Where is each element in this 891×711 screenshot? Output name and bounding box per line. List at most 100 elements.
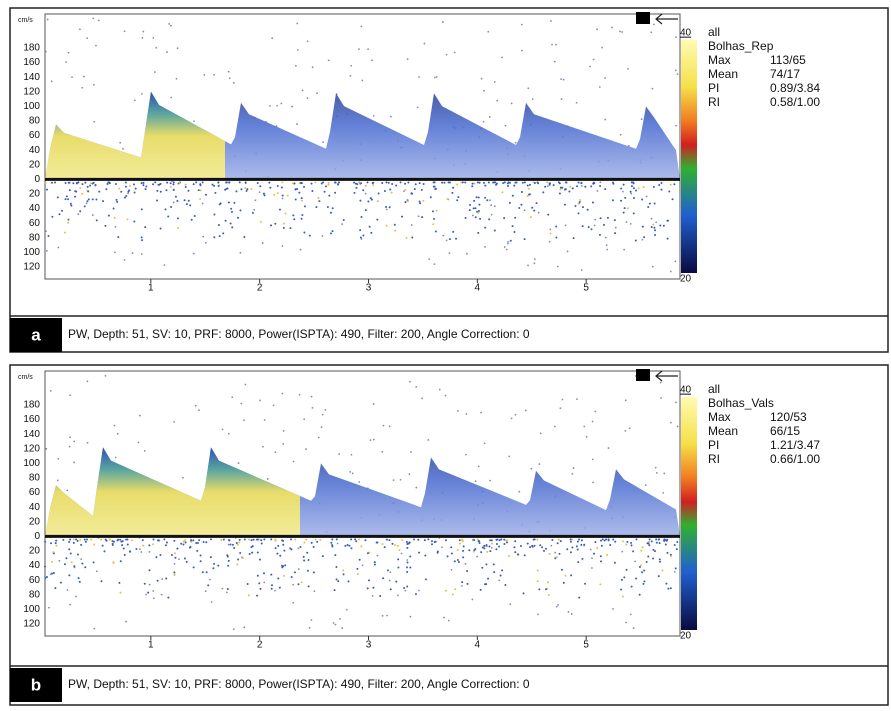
reverse-dot bbox=[70, 561, 73, 564]
noise-dot bbox=[557, 604, 559, 606]
reverse-dot bbox=[563, 203, 566, 206]
reverse-dot bbox=[379, 595, 382, 598]
panel-label: b bbox=[31, 675, 41, 694]
reverse-dot bbox=[666, 219, 669, 222]
reverse-dot bbox=[69, 552, 72, 555]
reverse-dot bbox=[669, 553, 672, 556]
reverse-dot bbox=[366, 552, 369, 555]
reverse-dot bbox=[419, 202, 422, 205]
reverse-dot bbox=[397, 544, 400, 547]
reverse-dot bbox=[303, 231, 306, 234]
noise-dot bbox=[269, 104, 271, 107]
reverse-dot bbox=[243, 538, 246, 541]
noise-dot bbox=[674, 69, 677, 72]
noise-dot bbox=[503, 246, 506, 248]
reverse-dot bbox=[251, 551, 254, 554]
noise-dot bbox=[86, 380, 89, 383]
reverse-dot bbox=[116, 200, 119, 203]
reverse-dot bbox=[364, 539, 367, 542]
reverse-dot bbox=[466, 582, 469, 585]
reverse-dot bbox=[303, 205, 306, 208]
reverse-dot bbox=[484, 226, 487, 229]
reverse-dot bbox=[444, 589, 447, 592]
noise-dot bbox=[73, 461, 76, 464]
reverse-dot bbox=[95, 219, 98, 222]
noise-dot bbox=[453, 51, 456, 54]
reverse-dot bbox=[148, 569, 151, 572]
noise-dot bbox=[533, 258, 536, 261]
reverse-dot bbox=[227, 564, 230, 567]
noise-dot bbox=[660, 396, 662, 399]
noise-dot bbox=[305, 448, 307, 450]
noise-dot bbox=[228, 77, 231, 80]
reverse-dot bbox=[319, 538, 322, 541]
reverse-dot bbox=[514, 216, 517, 219]
reverse-dot bbox=[128, 184, 131, 187]
reverse-dot bbox=[256, 551, 259, 554]
reverse-dot bbox=[409, 566, 412, 569]
reverse-dot bbox=[355, 540, 358, 543]
reverse-dot bbox=[164, 544, 167, 547]
reverse-dot bbox=[446, 555, 449, 558]
noise-dot bbox=[303, 418, 306, 421]
reverse-dot bbox=[473, 182, 476, 185]
noise-dot bbox=[477, 465, 480, 468]
reverse-dot bbox=[372, 183, 375, 186]
noise-dot bbox=[669, 270, 672, 273]
reverse-dot bbox=[84, 566, 87, 569]
noise-dot bbox=[604, 118, 607, 121]
reverse-dot bbox=[280, 186, 283, 189]
reverse-dot bbox=[596, 547, 599, 550]
info-name: Bolhas_Rep bbox=[708, 39, 774, 53]
reverse-dot bbox=[256, 182, 259, 185]
noise-dot bbox=[381, 450, 384, 453]
reverse-dot bbox=[192, 183, 195, 186]
x-tick-label: 2 bbox=[257, 640, 263, 651]
reverse-dot bbox=[508, 181, 511, 184]
reverse-dot bbox=[50, 542, 53, 545]
reverse-dot bbox=[427, 538, 430, 541]
reverse-dot bbox=[205, 571, 208, 574]
noise-dot bbox=[604, 236, 607, 239]
noise-dot bbox=[181, 476, 184, 479]
noise-dot bbox=[601, 46, 604, 49]
noise-dot bbox=[271, 37, 274, 40]
noise-dot bbox=[310, 395, 313, 398]
reverse-dot bbox=[236, 543, 239, 546]
noise-dot bbox=[441, 21, 444, 23]
noise-dot bbox=[488, 116, 491, 118]
reverse-dot bbox=[514, 551, 517, 554]
reverse-dot bbox=[468, 549, 471, 552]
reverse-dot bbox=[44, 181, 47, 184]
reverse-dot bbox=[673, 183, 676, 186]
reverse-dot bbox=[481, 546, 484, 549]
reverse-dot bbox=[388, 539, 391, 542]
reverse-dot bbox=[239, 551, 242, 554]
reverse-dot bbox=[630, 185, 633, 188]
reverse-dot bbox=[600, 544, 603, 547]
reverse-dot bbox=[299, 181, 302, 184]
noise-dot bbox=[493, 81, 496, 83]
reverse-dot bbox=[362, 189, 365, 192]
reverse-dot bbox=[184, 541, 187, 544]
reverse-dot bbox=[173, 552, 176, 555]
noise-dot bbox=[114, 251, 116, 254]
y-tick-label: 100 bbox=[23, 101, 40, 112]
reverse-dot bbox=[531, 545, 534, 548]
noise-dot bbox=[621, 190, 624, 193]
noise-dot bbox=[46, 18, 49, 21]
noise-dot bbox=[406, 58, 409, 61]
reverse-dot bbox=[495, 182, 498, 185]
info-key: RI bbox=[708, 452, 720, 466]
reverse-dot bbox=[451, 191, 454, 194]
reverse-dot bbox=[611, 199, 614, 202]
reverse-dot bbox=[164, 208, 167, 211]
y-tick-label: 40 bbox=[29, 145, 41, 156]
noise-dot bbox=[201, 202, 204, 205]
reverse-dot bbox=[308, 234, 311, 237]
noise-dot bbox=[599, 181, 602, 184]
noise-dot bbox=[606, 248, 609, 251]
noise-dot bbox=[655, 472, 658, 474]
reverse-dot bbox=[217, 564, 220, 567]
y-tick-label: 160 bbox=[23, 414, 40, 425]
